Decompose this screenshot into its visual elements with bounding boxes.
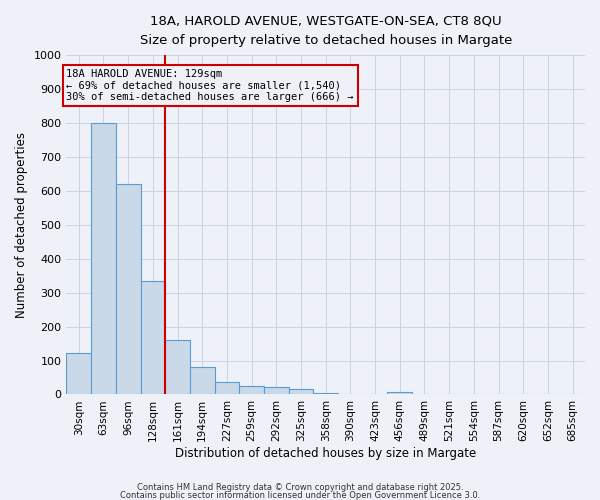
Bar: [67, 353, 91, 395]
Bar: [215, 382, 239, 394]
Text: Contains HM Land Registry data © Crown copyright and database right 2025.: Contains HM Land Registry data © Crown c…: [137, 484, 463, 492]
Bar: [140, 281, 165, 394]
Bar: [264, 387, 289, 394]
Text: 18A HAROLD AVENUE: 129sqm
← 69% of detached houses are smaller (1,540)
30% of se: 18A HAROLD AVENUE: 129sqm ← 69% of detac…: [67, 68, 354, 102]
Title: 18A, HAROLD AVENUE, WESTGATE-ON-SEA, CT8 8QU
Size of property relative to detach: 18A, HAROLD AVENUE, WESTGATE-ON-SEA, CT8…: [140, 15, 512, 47]
Bar: [190, 368, 215, 394]
Text: Contains public sector information licensed under the Open Government Licence 3.: Contains public sector information licen…: [120, 491, 480, 500]
Bar: [91, 123, 116, 394]
Y-axis label: Number of detached properties: Number of detached properties: [15, 132, 28, 318]
X-axis label: Distribution of detached houses by size in Margate: Distribution of detached houses by size …: [175, 447, 476, 460]
Bar: [313, 393, 338, 394]
Bar: [388, 392, 412, 394]
Bar: [165, 340, 190, 394]
Bar: [239, 386, 264, 394]
Bar: [289, 390, 313, 394]
Bar: [116, 184, 140, 394]
